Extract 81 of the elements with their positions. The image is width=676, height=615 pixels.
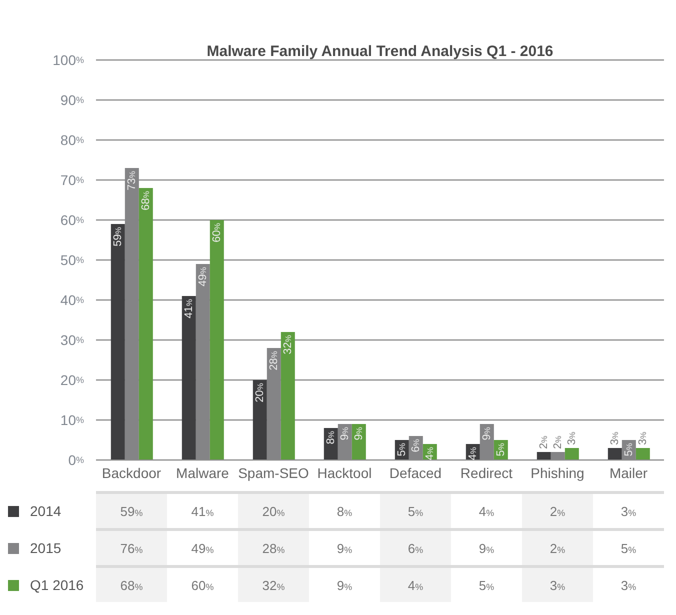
bar <box>280 332 295 460</box>
data-label: 76% <box>120 540 143 556</box>
bar <box>110 224 125 460</box>
x-tick-label: Redirect <box>460 464 513 481</box>
data-label: 9% <box>352 427 365 440</box>
data-label: 68% <box>140 191 152 210</box>
data-label: 2% <box>552 436 564 449</box>
x-tick-label: Mailer <box>609 464 648 481</box>
data-label: 4% <box>466 447 479 460</box>
data-label: 5% <box>396 443 408 456</box>
data-label: 28% <box>268 351 280 370</box>
y-tick-label: 30% <box>60 332 84 348</box>
data-label: 3% <box>620 578 636 592</box>
x-tick-label: Malware <box>176 464 230 481</box>
data-label: 68% <box>120 578 143 592</box>
y-tick-label: 80% <box>60 132 84 148</box>
data-label: 20% <box>254 383 266 402</box>
y-tick-label: 20% <box>60 372 84 388</box>
y-tick-label: 10% <box>60 412 84 428</box>
y-tick-label: 50% <box>60 252 84 268</box>
data-label: 3% <box>636 432 649 445</box>
data-label: 9% <box>480 427 493 440</box>
legend-label: Q1 2016 <box>30 576 84 595</box>
bar <box>608 448 622 460</box>
data-label: 60% <box>191 578 214 592</box>
data-label: 4% <box>478 504 494 518</box>
data-label: 9% <box>478 540 494 556</box>
data-label: 6% <box>408 540 424 556</box>
data-label: 4% <box>424 447 436 460</box>
data-label: 41% <box>182 299 195 318</box>
bar <box>138 188 153 460</box>
data-label: 59% <box>112 227 124 246</box>
data-label: 3% <box>550 578 566 592</box>
bar <box>564 448 579 460</box>
data-label: 49% <box>191 540 214 556</box>
data-label: 60% <box>210 223 223 242</box>
data-label: 5% <box>408 504 424 518</box>
data-label: 41% <box>191 504 214 518</box>
x-tick-label: Spam-SEO <box>238 464 310 481</box>
data-label: 9% <box>336 578 352 592</box>
bar <box>252 380 267 460</box>
bar <box>636 448 650 460</box>
data-label: 2% <box>550 504 566 518</box>
y-tick-label: 60% <box>60 212 84 228</box>
data-label: 59% <box>120 504 143 518</box>
x-tick-label: Backdoor <box>102 464 162 481</box>
data-label: 5% <box>478 578 494 592</box>
data-label: 3% <box>566 432 578 445</box>
data-label: 32% <box>282 335 294 354</box>
data-label: 5% <box>622 443 635 456</box>
data-label: 5% <box>620 540 636 556</box>
data-label: 5% <box>494 443 507 456</box>
data-label: 8% <box>336 504 352 518</box>
data-label: 73% <box>126 171 138 190</box>
bar <box>210 220 224 460</box>
data-label: 9% <box>338 427 351 440</box>
y-tick-label: 0% <box>68 452 84 468</box>
data-label: 8% <box>324 431 337 444</box>
x-tick-label: Defaced <box>389 464 442 481</box>
legend-label: 2014 <box>30 502 62 521</box>
data-label: 20% <box>262 504 285 518</box>
bar <box>182 296 196 460</box>
data-label: 2% <box>538 436 550 449</box>
bar <box>536 452 551 460</box>
data-label: 49% <box>196 267 209 286</box>
x-tick-label: Hacktool <box>317 464 372 481</box>
data-label: 2% <box>550 540 566 556</box>
legend-label: 2015 <box>30 539 62 558</box>
data-label: 32% <box>262 578 285 592</box>
y-tick-label: 100% <box>52 52 84 68</box>
data-label: 6% <box>410 439 422 452</box>
y-tick-label: 70% <box>60 172 84 188</box>
x-tick-label: Phishing <box>530 464 584 481</box>
y-tick-label: 40% <box>60 292 84 308</box>
data-label: 3% <box>620 504 636 518</box>
data-label: 28% <box>262 540 285 556</box>
data-label: 9% <box>336 540 352 556</box>
data-label: 3% <box>608 432 621 445</box>
chart-title: Malware Family Annual Trend Analysis Q1 - 2016 <box>206 43 554 60</box>
data-label: 4% <box>408 578 424 592</box>
y-tick-label: 90% <box>60 92 84 108</box>
